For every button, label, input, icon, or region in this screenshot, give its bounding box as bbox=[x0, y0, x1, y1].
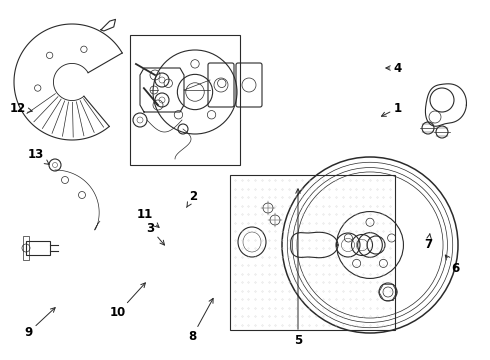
Bar bbox=[23, 236, 29, 260]
Text: 3: 3 bbox=[146, 221, 165, 245]
Text: 6: 6 bbox=[445, 255, 459, 274]
Text: 8: 8 bbox=[188, 298, 213, 343]
Text: 1: 1 bbox=[381, 102, 402, 116]
Text: 5: 5 bbox=[294, 189, 302, 346]
Text: 12: 12 bbox=[10, 102, 32, 114]
Text: 9: 9 bbox=[24, 308, 55, 339]
Bar bbox=[26, 241, 50, 255]
Text: 4: 4 bbox=[386, 62, 402, 75]
Bar bbox=[130, 35, 240, 165]
Bar bbox=[230, 175, 395, 330]
Text: 13: 13 bbox=[28, 148, 49, 165]
Text: 10: 10 bbox=[110, 283, 146, 320]
Text: 11: 11 bbox=[137, 208, 159, 228]
Text: 7: 7 bbox=[424, 234, 432, 252]
Text: 2: 2 bbox=[187, 190, 197, 207]
